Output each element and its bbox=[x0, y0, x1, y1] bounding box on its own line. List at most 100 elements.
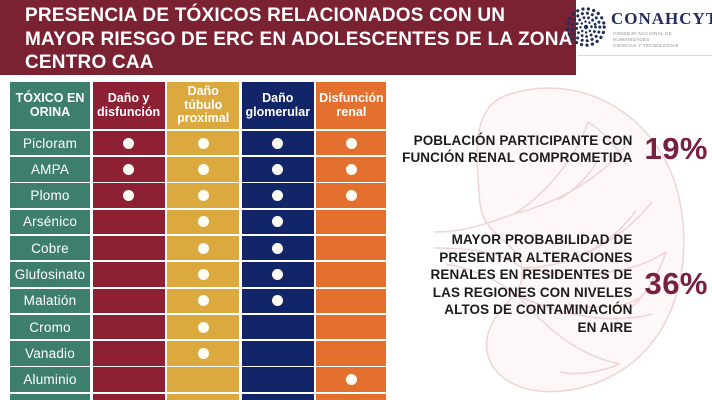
mark-cell bbox=[167, 367, 240, 392]
table-row-clipped bbox=[10, 393, 388, 400]
presence-dot bbox=[197, 137, 209, 149]
page-title-line2: MAYOR RIESGO DE ERC EN ADOLESCENTES DE L… bbox=[25, 28, 573, 50]
mark-cell bbox=[167, 341, 240, 366]
logo-subtitle-line2: CIENCIAS Y TECNOLOGÍAS bbox=[613, 43, 679, 48]
presence-dot bbox=[197, 242, 209, 254]
table-row: Plomo bbox=[10, 183, 388, 208]
mark-cell bbox=[316, 288, 387, 314]
toxico-label: Vanadio bbox=[10, 341, 90, 366]
mark-cell bbox=[316, 262, 387, 287]
toxico-label: Cromo bbox=[10, 314, 90, 340]
mark-cell bbox=[92, 209, 165, 235]
mark-cell bbox=[167, 183, 240, 208]
mark-cell bbox=[167, 262, 240, 287]
column-header-3: Daño glomerular bbox=[241, 82, 314, 129]
table-row: Glufosinato bbox=[10, 262, 388, 287]
presence-dot bbox=[197, 321, 209, 333]
mark-cell bbox=[241, 209, 314, 235]
conahcyt-logo-text: CONAHCYT bbox=[611, 9, 712, 28]
presence-dot bbox=[272, 190, 284, 202]
logo-divider bbox=[578, 55, 712, 56]
mark-cell bbox=[92, 393, 165, 400]
table-row: Cobre bbox=[10, 235, 388, 261]
stat-renal-function: POBLACIÓN PARTICIPANTE CON FUNCIÓN RENAL… bbox=[396, 131, 708, 167]
presence-dot bbox=[123, 137, 135, 149]
column-header-2: Daño túbulo proximal bbox=[167, 82, 240, 129]
mark-cell bbox=[167, 209, 240, 235]
mark-cell bbox=[316, 157, 387, 182]
table-row: AMPA bbox=[10, 157, 388, 182]
toxico-label: Cobre bbox=[10, 235, 90, 261]
presence-dot bbox=[272, 269, 284, 281]
mark-cell bbox=[241, 235, 314, 261]
mark-cell bbox=[167, 393, 240, 400]
stat-renal-function-value: 19% bbox=[644, 131, 708, 166]
page-title-line1: PRESENCIA DE TÓXICOS RELACIONADOS CON UN bbox=[25, 5, 506, 26]
presence-dot bbox=[345, 190, 357, 202]
mark-cell bbox=[241, 183, 314, 208]
toxico-label: Aluminio bbox=[10, 367, 90, 392]
mark-cell bbox=[316, 314, 387, 340]
presence-dot bbox=[197, 216, 209, 228]
mark-cell bbox=[316, 130, 387, 156]
presence-dot bbox=[272, 216, 284, 228]
toxico-label: Glufosinato bbox=[10, 262, 90, 287]
toxico-label: Arsénico bbox=[10, 209, 90, 235]
presence-dot bbox=[197, 163, 209, 175]
mark-cell bbox=[167, 157, 240, 182]
table-row: Vanadio bbox=[10, 341, 388, 366]
table-row: Aluminio bbox=[10, 367, 388, 392]
presence-dot bbox=[272, 163, 284, 175]
mark-cell bbox=[241, 367, 314, 392]
table-row: Arsénico bbox=[10, 209, 388, 235]
mark-cell bbox=[92, 157, 165, 182]
table-row: Picloram bbox=[10, 130, 388, 156]
table-row: Cromo bbox=[10, 314, 388, 340]
mark-cell bbox=[92, 367, 165, 392]
mark-cell bbox=[92, 341, 165, 366]
mark-cell bbox=[92, 235, 165, 261]
toxics-table: TÓXICO EN ORINA Daño y disfunción Daño túb… bbox=[10, 82, 388, 400]
mark-cell bbox=[167, 288, 240, 314]
mark-cell bbox=[316, 393, 387, 400]
mark-cell bbox=[316, 209, 387, 235]
mark-cell bbox=[316, 367, 387, 392]
presence-dot bbox=[345, 137, 357, 149]
stat-renal-function-text: POBLACIÓN PARTICIPANTE CON FUNCIÓN RENAL… bbox=[402, 132, 633, 166]
mark-cell bbox=[241, 288, 314, 314]
presence-dot bbox=[272, 295, 284, 307]
table-row: Malatión bbox=[10, 288, 388, 314]
presence-dot bbox=[197, 295, 209, 307]
presence-dot bbox=[272, 137, 284, 149]
presence-dot bbox=[345, 374, 357, 386]
stat-air-pollution: MAYOR PROBABILIDAD DE PRESENTAR ALTERACIO… bbox=[396, 231, 708, 336]
presence-dot bbox=[197, 190, 209, 202]
mark-cell bbox=[241, 130, 314, 156]
mark-cell bbox=[167, 314, 240, 340]
mark-cell bbox=[241, 393, 314, 400]
page-title-line3: CENTRO CAA bbox=[25, 52, 154, 73]
presence-dot bbox=[197, 347, 209, 359]
stat-air-pollution-text: MAYOR PROBABILIDAD DE PRESENTAR ALTERACIO… bbox=[430, 232, 633, 335]
mark-cell bbox=[241, 314, 314, 340]
column-header-0: TÓXICO EN ORINA bbox=[10, 82, 90, 129]
mark-cell bbox=[92, 130, 165, 156]
title-banner: PRESENCIA DE TÓXICOS RELACIONADOS CON UN… bbox=[0, 0, 576, 75]
mark-cell bbox=[241, 341, 314, 366]
mark-cell bbox=[92, 314, 165, 340]
column-header-4: Disfunción renal bbox=[316, 82, 387, 129]
mark-cell bbox=[316, 341, 387, 366]
presence-dot bbox=[345, 163, 357, 175]
mark-cell bbox=[241, 157, 314, 182]
mark-cell bbox=[92, 183, 165, 208]
toxico-label: Plomo bbox=[10, 183, 90, 208]
stat-air-pollution-value: 36% bbox=[644, 265, 708, 301]
conahcyt-spiral-icon bbox=[566, 7, 606, 47]
presence-dot bbox=[272, 242, 284, 254]
column-header-1: Daño y disfunción bbox=[92, 82, 165, 129]
toxico-label: AMPA bbox=[10, 157, 90, 182]
conahcyt-logo-subtitle: CONSEJO NACIONAL DE HUMANIDADES CIENCIAS… bbox=[613, 31, 708, 49]
toxico-label: Picloram bbox=[10, 130, 90, 156]
table-header-row: TÓXICO EN ORINA Daño y disfunción Daño túb… bbox=[10, 82, 388, 129]
toxico-label: Malatión bbox=[10, 288, 90, 314]
